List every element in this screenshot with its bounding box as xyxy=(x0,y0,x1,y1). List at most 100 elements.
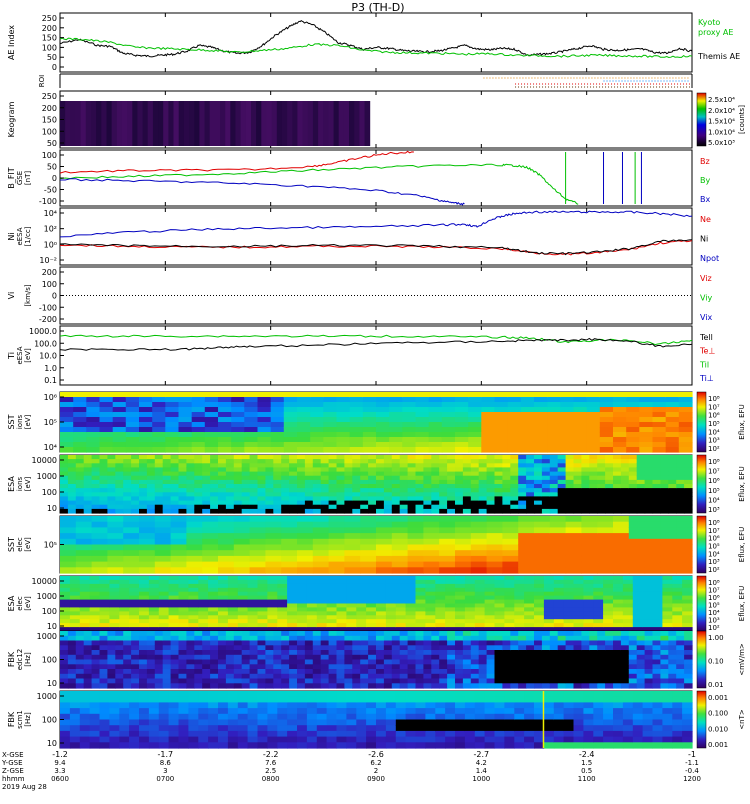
heat-cell xyxy=(305,459,314,464)
heat-cell xyxy=(684,467,693,472)
heat-cell xyxy=(416,737,427,743)
heat-cell xyxy=(210,631,219,636)
heat-cell xyxy=(198,611,209,616)
heat-cell xyxy=(346,697,357,703)
heat-cell xyxy=(171,664,180,669)
heat-cell xyxy=(86,392,100,398)
heat-cell xyxy=(583,604,594,609)
heat-cell xyxy=(684,674,693,679)
heat-cell xyxy=(100,592,111,597)
heat-cell xyxy=(471,505,480,510)
heat-cell xyxy=(273,679,282,684)
heat-cell xyxy=(376,397,390,403)
heat-cell xyxy=(131,472,140,477)
heat-cell xyxy=(487,679,496,684)
heat-cell xyxy=(566,476,575,481)
heat-cell xyxy=(524,607,535,612)
heat-cell xyxy=(281,545,297,551)
heat-cell xyxy=(159,708,170,714)
heat-cell xyxy=(115,476,124,481)
heat-cell xyxy=(126,402,140,408)
heat-cell xyxy=(242,455,251,460)
heat-cell xyxy=(574,604,585,609)
heat-cell xyxy=(218,550,234,556)
heat-cell xyxy=(321,631,330,636)
heat-cell xyxy=(547,437,561,443)
heat-cell xyxy=(425,580,436,585)
heat-cell xyxy=(672,607,683,612)
heat-cell xyxy=(583,592,594,597)
heat-cell xyxy=(439,505,448,510)
heat-cell xyxy=(666,417,680,423)
series-line-npot xyxy=(60,211,692,237)
heat-cell xyxy=(323,412,337,418)
heat-cell xyxy=(682,592,693,597)
heat-cell xyxy=(258,422,272,428)
colorbar-tick-label: 0.10 xyxy=(708,658,724,666)
heat-cell xyxy=(406,623,417,628)
heat-cell xyxy=(218,447,232,453)
heat-cell xyxy=(60,623,71,628)
heat-cell xyxy=(297,556,313,562)
heat-cell xyxy=(107,455,116,460)
heat-cell xyxy=(139,392,153,398)
heat-cell xyxy=(68,509,77,514)
heat-cell xyxy=(653,407,667,413)
heat-cell xyxy=(455,664,464,669)
heat-cell xyxy=(425,600,436,605)
heat-cell xyxy=(337,505,346,510)
heat-cell xyxy=(163,636,172,641)
heat-cell xyxy=(597,522,613,528)
heat-cell xyxy=(623,697,634,703)
heat-cell xyxy=(228,607,239,612)
heat-cell xyxy=(400,472,409,477)
heat-cell xyxy=(179,631,188,636)
heat-cell xyxy=(289,476,298,481)
heat-cell xyxy=(337,669,346,674)
heat-cell xyxy=(502,455,511,460)
heat-cell xyxy=(518,501,527,506)
heat-cell xyxy=(84,650,93,655)
heat-cell xyxy=(597,550,613,556)
heat-cell xyxy=(198,720,209,726)
heat-cell xyxy=(123,505,132,510)
heat-cell xyxy=(445,607,456,612)
heat-cell xyxy=(495,737,506,743)
keogram-strip xyxy=(101,101,107,146)
heat-cell xyxy=(593,708,604,714)
heat-cell xyxy=(297,679,306,684)
heat-cell xyxy=(574,397,588,403)
heat-cell xyxy=(368,636,377,641)
heat-cell xyxy=(281,516,297,522)
heat-cell xyxy=(76,679,85,684)
heat-cell xyxy=(155,550,171,556)
heat-cell xyxy=(202,567,218,573)
heat-cell xyxy=(90,708,101,714)
heat-cell xyxy=(597,655,606,660)
heat-cell xyxy=(344,492,353,497)
heat-cell xyxy=(660,679,669,684)
series-line-bz xyxy=(60,151,414,173)
heat-cell xyxy=(360,545,376,551)
heat-cell xyxy=(265,516,281,522)
heat-cell xyxy=(265,636,274,641)
heat-cell xyxy=(92,631,101,636)
heat-cell xyxy=(337,592,348,597)
heat-cell xyxy=(281,664,290,669)
heat-cell xyxy=(534,516,550,522)
heat-cell xyxy=(574,584,585,589)
heat-cell xyxy=(574,731,585,737)
heat-cell xyxy=(597,527,613,533)
heat-cell xyxy=(447,505,456,510)
heat-cell xyxy=(574,623,585,628)
heat-cell xyxy=(226,664,235,669)
heat-cell xyxy=(547,427,561,433)
heat-cell xyxy=(455,545,471,551)
heat-cell xyxy=(581,522,597,528)
heat-cell xyxy=(179,480,188,485)
heat-cell xyxy=(639,442,653,448)
heat-cell xyxy=(613,412,627,418)
heat-cell xyxy=(109,697,120,703)
heat-cell xyxy=(346,691,357,697)
